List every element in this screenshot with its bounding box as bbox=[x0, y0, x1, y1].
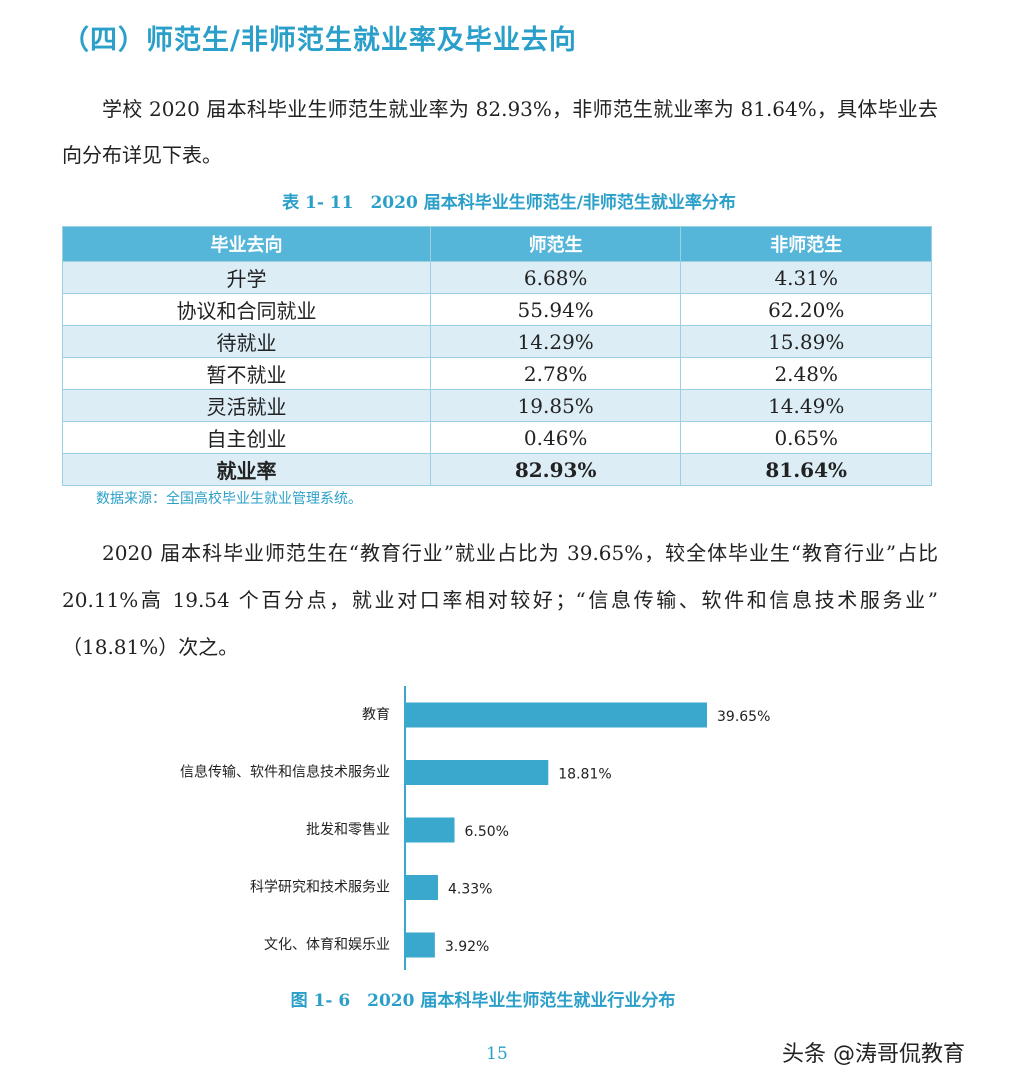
value-label: 4.33% bbox=[448, 882, 492, 898]
category-label: 科学研究和技术服务业 bbox=[250, 880, 390, 896]
value-label: 3.92% bbox=[445, 939, 489, 955]
table-cell: 0.46% bbox=[429, 421, 682, 454]
table-cell: 81.64% bbox=[680, 453, 932, 486]
table-row: 协议和合同就业 55.94% 62.20% bbox=[62, 293, 932, 326]
page-number: 15 bbox=[486, 1044, 508, 1064]
table-cell: 6.68% bbox=[429, 261, 682, 294]
table-row: 灵活就业 19.85% 14.49% bbox=[62, 389, 932, 422]
table: 毕业去向 师范生 非师范生 升学 6.68% 4.31% 协议和合同就业 55.94% 62.… bbox=[62, 226, 932, 486]
paragraph: 学校 2020 届本科毕业生师范生就业率为 82.93%，非师范生就业率为 81… bbox=[62, 97, 938, 167]
header-cell: 师范生 bbox=[429, 226, 682, 262]
table-cell: 2.78% bbox=[429, 357, 682, 390]
table-cell: 待就业 bbox=[62, 325, 431, 358]
table-cell: 升学 bbox=[62, 261, 431, 294]
watermark: 头条 @涛哥侃教育 bbox=[782, 1042, 965, 1067]
table-body: 升学 6.68% 4.31% 协议和合同就业 55.94% 62.20% 待就业 14.29%… bbox=[62, 261, 932, 486]
bar bbox=[405, 760, 549, 785]
category-label: 文化、体育和娱乐业 bbox=[264, 937, 390, 953]
table-source: 数据来源：全国高校毕业生就业管理系统。 bbox=[96, 491, 362, 507]
bar bbox=[405, 702, 707, 728]
table-cell: 灵活就业 bbox=[62, 389, 431, 422]
table-cell: 暂不就业 bbox=[62, 357, 431, 390]
table-cell: 14.29% bbox=[429, 325, 682, 358]
category-label: 批发和零售业 bbox=[306, 822, 390, 838]
paragraph: 2020 届本科毕业师范生在“教育行业”就业占比为 39.65%，较全体毕业生“… bbox=[62, 541, 938, 659]
table-row: 就业率 82.93% 81.64% bbox=[62, 453, 932, 486]
table-cell: 14.49% bbox=[680, 389, 932, 422]
category-label: 信息传输、软件和信息技术服务业 bbox=[180, 764, 390, 781]
table-cell: 协议和合同就业 bbox=[62, 293, 431, 326]
heading: （四）师范生/非师范生就业率及毕业去向 bbox=[62, 25, 577, 56]
table-cell: 62.20% bbox=[680, 293, 932, 326]
value-label: 18.81% bbox=[558, 767, 611, 783]
table-cell: 0.65% bbox=[680, 421, 932, 454]
value-label: 6.50% bbox=[465, 824, 509, 840]
table-row: 待就业 14.29% 15.89% bbox=[62, 325, 932, 358]
header-cell: 非师范生 bbox=[680, 226, 932, 262]
bar bbox=[405, 817, 455, 843]
table-row: 暂不就业 2.78% 2.48% bbox=[62, 357, 932, 390]
header-cell: 毕业去向 bbox=[62, 226, 431, 262]
table-cell: 自主创业 bbox=[62, 421, 431, 454]
table-cell: 2.48% bbox=[680, 357, 932, 390]
value-label: 39.65% bbox=[717, 709, 770, 725]
table-cell: 就业率 bbox=[62, 453, 431, 486]
table-row: 自主创业 0.46% 0.65% bbox=[62, 421, 932, 454]
bar bbox=[405, 932, 435, 958]
table-cell: 19.85% bbox=[429, 389, 682, 422]
table-cell: 82.93% bbox=[429, 453, 682, 486]
table-row: 升学 6.68% 4.31% bbox=[62, 261, 932, 294]
figure-caption: 图 1- 6 2020 届本科毕业生师范生就业行业分布 bbox=[290, 991, 676, 1011]
bar-chart: 教育 39.65% 信息传输、软件和信息技术服务业 18.81% 批发和零售业 6.50%… bbox=[180, 686, 770, 970]
table-cell: 55.94% bbox=[429, 293, 682, 326]
table-caption: 表 1- 11 2020 届本科毕业生师范生/非师范生就业率分布 bbox=[282, 193, 736, 213]
bar bbox=[405, 875, 438, 900]
category-label: 教育 bbox=[362, 707, 390, 723]
table-cell: 15.89% bbox=[680, 325, 932, 358]
table-cell: 4.31% bbox=[680, 261, 932, 294]
table-header: 毕业去向 师范生 非师范生 bbox=[62, 226, 932, 262]
